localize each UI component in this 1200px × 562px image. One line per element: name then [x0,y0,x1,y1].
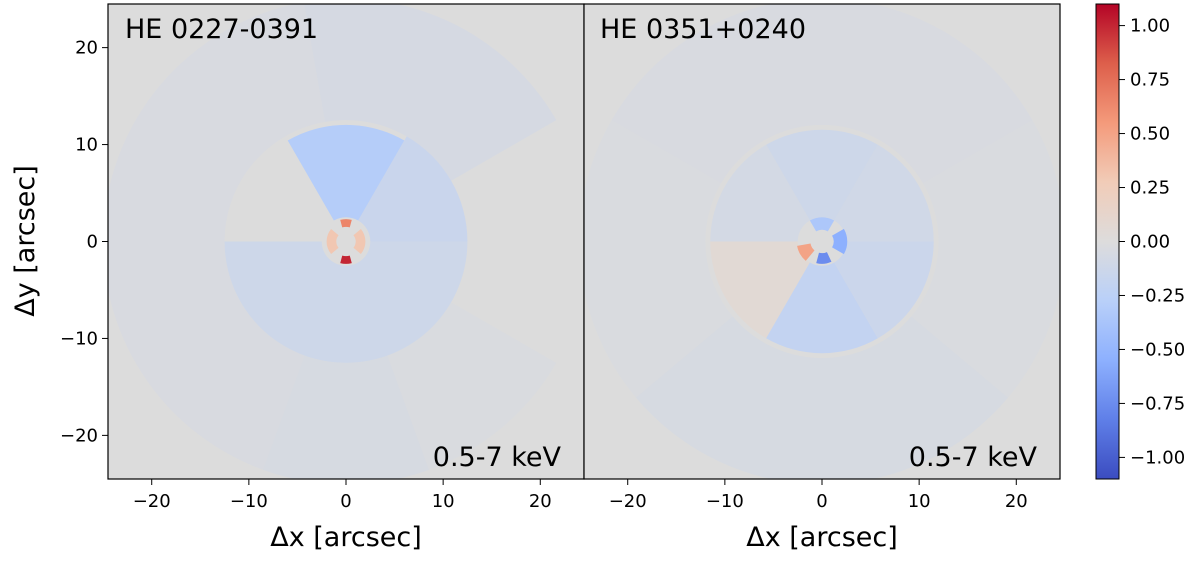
colorbar-tick-label: 0.00 [1130,232,1170,253]
y-tick-label: −10 [60,328,98,349]
x-tick-label: 10 [432,491,455,512]
heatmap-region [108,4,325,242]
y-axis: −20 −10 0 10 20 [60,38,108,446]
x-tick-label: 0 [816,491,827,512]
panel-label: HE 0227-0391 [125,14,318,45]
x-tick-label: 20 [1005,491,1028,512]
heatmap-region [304,4,557,181]
x-axis-label: Δx [arcsec] [746,522,898,553]
heatmap-region [387,302,557,470]
colorbar-tick-label: 0.75 [1130,70,1170,91]
y-tick-label: 10 [75,135,98,156]
heatmap-regions [584,4,1060,479]
x-axis: −20 −10 0 10 20 [609,479,1028,512]
x-tick-label: 20 [529,491,552,512]
heatmap-region [108,241,305,470]
heatmap-region [710,144,810,242]
heatmap-region [832,228,848,255]
colorbar-ticks: 1.00 0.75 0.50 0.25 0.00 −0.25 −0.50 −0.75 −1.00 [1119,16,1185,468]
heatmap-region [287,124,405,221]
panel-label: HE 0351+0240 [600,14,806,45]
colorbar-tick-label: −0.50 [1130,339,1185,360]
y-tick-label: 20 [75,38,98,59]
x-tick-label: −10 [230,491,268,512]
x-axis-label: Δx [arcsec] [270,522,422,553]
heatmap-region [834,241,934,339]
heatmap-region [911,120,1060,398]
colorbar: 1.00 0.75 0.50 0.25 0.00 −0.25 −0.50 −0.75 −1.00 [1095,3,1185,480]
energy-band-label: 0.5-7 keV [433,442,562,473]
heatmap-region [340,255,352,264]
energy-band-label: 0.5-7 keV [909,442,1038,473]
heatmap-region [358,136,468,242]
colorbar-tick-label: −1.00 [1130,447,1185,468]
y-tick-label: 0 [87,232,98,253]
heatmap-region [710,241,810,339]
colorbar-tick-label: −0.25 [1130,285,1185,306]
x-tick-label: −20 [609,491,647,512]
heatmap-region [816,252,832,264]
heatmap-region [584,120,733,398]
panel-he-0227-0391: −20 −10 0 10 20 −20 −10 0 10 20 HE 0227-0391 0.5… [60,3,585,553]
colorbar-tick-label: 0.25 [1130,178,1170,199]
colorbar-tick-label: 0.50 [1130,124,1170,145]
x-tick-label: 10 [908,491,931,512]
heatmap-region [611,4,1033,184]
heatmap-regions [108,4,557,479]
x-tick-label: −10 [706,491,744,512]
heatmap-region [326,229,339,254]
heatmap-region [766,129,878,221]
y-axis-label: Δy [arcsec] [10,165,41,317]
colorbar-tick-label: 1.00 [1130,16,1170,37]
heatmap-region [340,219,352,228]
heatmap-region [766,262,878,354]
colorbar-gradient [1095,3,1120,480]
heatmap-region [635,316,1009,479]
x-tick-label: −20 [133,491,171,512]
heatmap-region [262,355,430,479]
heatmap-region [809,217,835,232]
heatmap-region [224,241,468,363]
colorbar-tick-label: −0.75 [1130,393,1185,414]
heatmap-region [353,229,366,254]
panel-he-0351-0240: −20 −10 0 10 20 HE 0351+0240 0.5-7 keV Δx [a… [583,3,1061,553]
x-tick-label: 0 [340,491,351,512]
y-tick-label: −20 [60,425,98,446]
heatmap-region [834,144,934,242]
x-axis: −20 −10 0 10 20 [133,479,552,512]
heatmap-region [797,243,815,261]
